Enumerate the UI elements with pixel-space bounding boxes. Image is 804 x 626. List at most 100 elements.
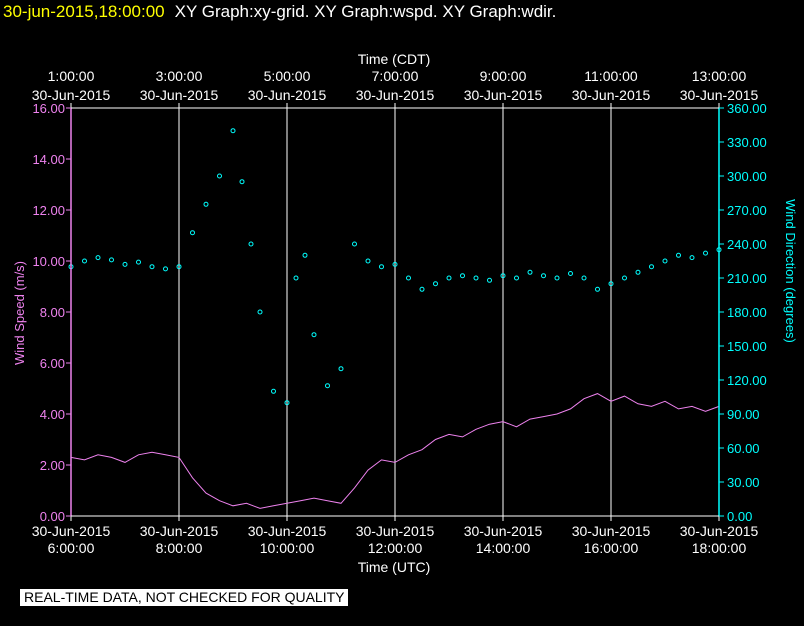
x-bottom-tick-date: 30-Jun-2015	[32, 523, 111, 539]
wind-direction-point	[284, 400, 290, 406]
x-bottom-tick-time: 18:00:00	[692, 540, 747, 556]
wind-direction-point	[230, 128, 236, 134]
x-bottom-axis-label: Time (UTC)	[358, 559, 431, 575]
wind-direction-point	[419, 286, 425, 292]
y-left-tick-label: 2.00	[40, 458, 65, 473]
chart-series	[68, 128, 722, 509]
wind-direction-point	[136, 259, 141, 265]
y-right-tick-label: 270.00	[727, 203, 767, 218]
x-top-tick-date: 30-Jun-2015	[140, 87, 219, 103]
chart-axes: 30-Jun-20156:00:001:00:0030-Jun-201530-J…	[32, 68, 767, 556]
y-left-tick-label: 16.00	[32, 101, 65, 116]
wind-direction-point	[392, 261, 398, 267]
x-bottom-tick-date: 30-Jun-2015	[356, 523, 435, 539]
y-right-tick-label: 210.00	[727, 271, 767, 286]
y-left-tick-label: 12.00	[32, 203, 65, 218]
y-right-tick-label: 150.00	[727, 339, 767, 354]
y-left-tick-label: 10.00	[32, 254, 65, 269]
wind-direction-point	[406, 275, 411, 281]
wind-direction-point	[311, 332, 317, 338]
x-top-tick-date: 30-Jun-2015	[356, 87, 435, 103]
quality-notice: REAL-TIME DATA, NOT CHECKED FOR QUALITY	[20, 589, 349, 606]
y-right-tick-label: 60.00	[727, 441, 760, 456]
wind-direction-point	[568, 271, 573, 276]
wind-direction-point	[500, 273, 506, 279]
wind-direction-point	[662, 258, 668, 264]
y-right-tick-label: 0.00	[727, 509, 752, 524]
y-right-tick-label: 120.00	[727, 373, 767, 388]
wind-direction-point	[676, 252, 681, 258]
x-top-axis-label: Time (CDT)	[358, 51, 431, 67]
y-left-axis-label: Wind Speed (m/s)	[12, 261, 27, 365]
wind-direction-point	[635, 269, 641, 275]
x-top-tick-date: 30-Jun-2015	[464, 87, 543, 103]
x-top-tick-time: 1:00:00	[48, 68, 95, 84]
x-top-tick-time: 9:00:00	[480, 68, 527, 84]
x-bottom-tick-time: 16:00:00	[584, 540, 639, 556]
wind-direction-point	[217, 173, 222, 179]
wind-direction-point	[109, 257, 114, 263]
wind-direction-point	[379, 264, 384, 270]
header-graph-list: XY Graph:xy-grid. XY Graph:wspd. XY Grap…	[174, 2, 557, 21]
wind-direction-point	[446, 275, 452, 281]
x-top-tick-time: 7:00:00	[372, 68, 419, 84]
x-top-tick-date: 30-Jun-2015	[248, 87, 327, 103]
x-top-tick-time: 11:00:00	[584, 68, 638, 84]
wind-direction-point	[365, 258, 371, 264]
y-right-tick-label: 240.00	[727, 237, 767, 252]
x-top-tick-time: 3:00:00	[156, 68, 203, 84]
x-bottom-tick-date: 30-Jun-2015	[140, 523, 219, 539]
wind-direction-point	[239, 179, 245, 185]
wind-direction-point	[149, 264, 155, 270]
x-top-tick-time: 5:00:00	[264, 68, 311, 84]
y-left-tick-label: 0.00	[40, 509, 65, 524]
x-top-tick-date: 30-Jun-2015	[680, 87, 759, 103]
y-right-tick-label: 180.00	[727, 305, 767, 320]
x-bottom-tick-time: 8:00:00	[156, 540, 203, 556]
x-bottom-tick-time: 12:00:00	[368, 540, 423, 556]
x-bottom-tick-date: 30-Jun-2015	[464, 523, 543, 539]
wind-direction-point	[325, 383, 330, 389]
y-left-tick-label: 6.00	[40, 356, 65, 371]
y-left-tick-label: 14.00	[32, 152, 65, 167]
wind-direction-point	[293, 275, 299, 281]
y-right-tick-label: 90.00	[727, 407, 760, 422]
wind-direction-point	[460, 273, 465, 279]
wind-direction-point	[554, 275, 560, 281]
x-top-tick-time: 13:00:00	[692, 68, 747, 84]
header-timestamp: 30-jun-2015,18:00:00	[3, 2, 165, 21]
wind-direction-point	[703, 250, 708, 256]
x-bottom-tick-date: 30-Jun-2015	[248, 523, 327, 539]
y-right-tick-label: 30.00	[727, 475, 760, 490]
wind-direction-point	[581, 275, 587, 281]
x-bottom-tick-time: 6:00:00	[48, 540, 95, 556]
wind-direction-point	[433, 281, 438, 287]
x-top-tick-date: 30-Jun-2015	[572, 87, 651, 103]
x-bottom-tick-date: 30-Jun-2015	[680, 523, 759, 539]
chart-header: 30-jun-2015,18:00:00 XY Graph:xy-grid. XY…	[3, 2, 556, 22]
x-top-tick-date: 30-Jun-2015	[32, 87, 111, 103]
wind-direction-point	[95, 255, 101, 261]
wind-direction-point	[622, 275, 627, 281]
wind-direction-point	[487, 277, 492, 283]
wind-direction-point	[595, 286, 600, 292]
y-right-tick-label: 360.00	[727, 101, 767, 116]
wind-direction-point	[352, 241, 357, 247]
wind-direction-point	[203, 201, 209, 207]
y-right-axis-label: Wind Direction (degrees)	[783, 199, 798, 343]
wind-direction-point	[176, 264, 182, 270]
wind-direction-point	[163, 266, 168, 272]
y-right-tick-label: 330.00	[727, 135, 767, 150]
wind-speed-line	[70, 393, 720, 509]
wind-direction-point	[527, 269, 533, 275]
wind-direction-point	[514, 275, 519, 281]
wind-direction-point	[257, 309, 263, 315]
wind-direction-point	[541, 273, 546, 279]
wind-direction-point	[248, 241, 254, 247]
wind-direction-point	[82, 258, 87, 264]
wind-direction-point	[190, 230, 195, 236]
y-right-tick-label: 300.00	[727, 169, 767, 184]
y-left-tick-label: 4.00	[40, 407, 65, 422]
wind-direction-point	[302, 252, 308, 258]
wind-direction-point	[649, 264, 654, 270]
